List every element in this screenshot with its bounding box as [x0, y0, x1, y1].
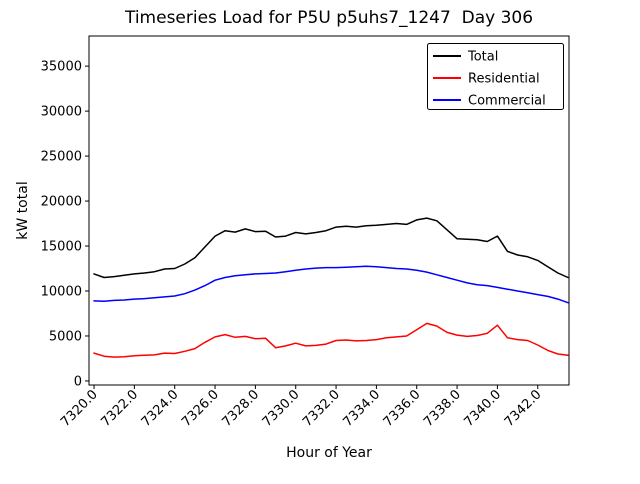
x-tick-label: 7340.0 — [461, 387, 504, 430]
x-tick-label: 7324.0 — [139, 387, 182, 430]
x-tick-label: 7332.0 — [300, 387, 343, 430]
x-tick-label: 7336.0 — [381, 387, 424, 430]
legend-label-commercial: Commercial — [468, 94, 546, 109]
y-tick-label: 15000 — [41, 240, 82, 255]
legend-label-total: Total — [467, 50, 498, 65]
series-line-commercial — [93, 265, 569, 304]
legend-frame — [427, 43, 564, 110]
y-tick-label: 30000 — [41, 105, 82, 120]
x-tick-label: 7322.0 — [98, 387, 141, 430]
y-tick-label: 0 — [74, 374, 82, 389]
x-axis-label: Hour of Year — [286, 445, 372, 461]
y-tick-label: 20000 — [41, 195, 82, 210]
x-tick-label: 7338.0 — [421, 387, 464, 430]
series-line-residential — [93, 322, 569, 358]
x-tick-label: 7328.0 — [219, 387, 262, 430]
y-tick-label: 25000 — [41, 150, 82, 165]
y-axis-label: kW total — [15, 181, 31, 239]
series-line-total — [93, 217, 569, 279]
x-tick-label: 7342.0 — [502, 387, 545, 430]
legend-label-residential: Residential — [468, 72, 540, 87]
y-tick-label: 10000 — [41, 285, 82, 300]
x-tick-label: 7320.0 — [58, 387, 101, 430]
x-tick-label: 7330.0 — [260, 387, 303, 430]
x-tick-label: 7326.0 — [179, 387, 222, 430]
y-tick-label: 5000 — [49, 329, 82, 344]
x-tick-label: 7334.0 — [340, 387, 383, 430]
y-tick-label: 35000 — [41, 60, 82, 75]
legend: Total Residential Commercial — [427, 43, 564, 110]
chart-title: Timeseries Load for P5U p5uhs7_1247 Day … — [124, 8, 533, 28]
